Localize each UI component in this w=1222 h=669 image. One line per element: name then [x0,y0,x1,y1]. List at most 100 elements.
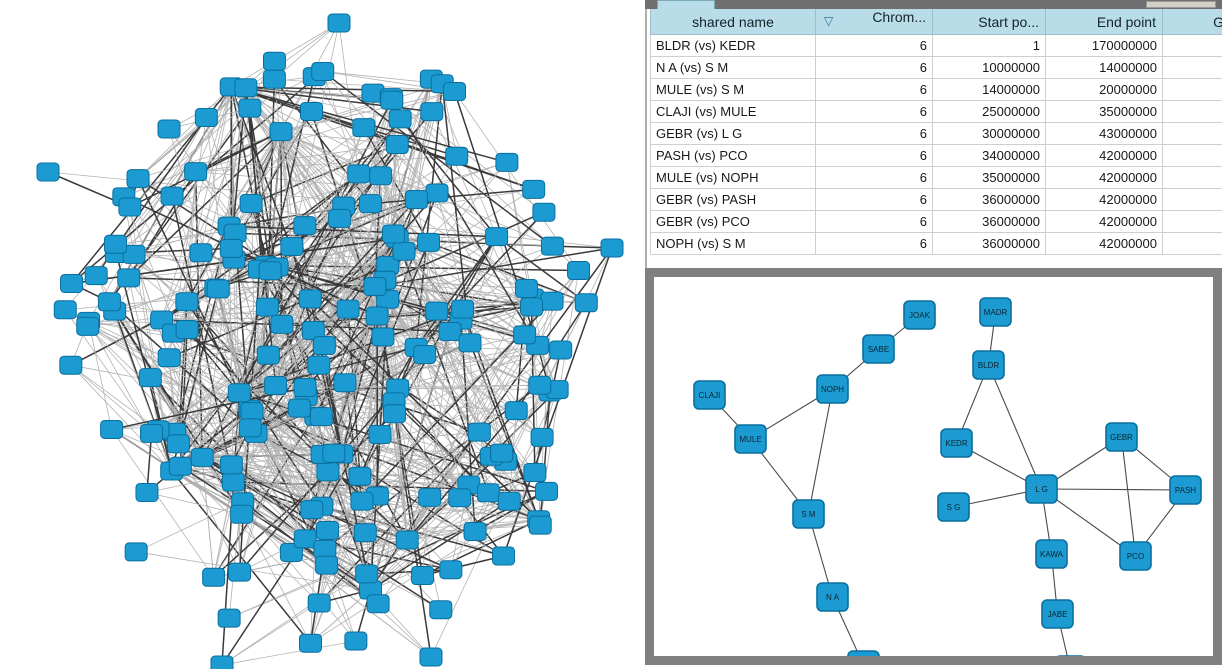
network-edge[interactable] [534,349,562,473]
network-node[interactable] [485,227,509,247]
network-node[interactable] [366,594,390,614]
network-edge[interactable] [195,86,232,172]
network-node[interactable] [352,118,376,138]
network-edge[interactable] [136,551,371,591]
network-node[interactable] [53,300,77,320]
network-edge[interactable] [180,238,398,467]
network-edge[interactable] [370,331,451,591]
network-edge[interactable] [157,250,405,431]
network-node[interactable] [315,520,339,540]
network-edge[interactable] [146,492,242,515]
sparse-network-nodes[interactable]: CLAJI MULE NOPH SABE JOAK S M N A MIWE MADR BLDR K… [693,297,1202,656]
network-edge[interactable] [1041,488,1186,491]
network-edge[interactable] [241,514,311,644]
network-edge[interactable] [291,552,432,658]
network-edge[interactable] [274,22,340,80]
network-node-sabe[interactable]: SABE [862,334,895,364]
network-node[interactable] [333,373,357,393]
network-edge[interactable] [390,97,539,346]
network-edge[interactable] [370,519,539,591]
network-node-bldr[interactable]: BLDR [972,350,1005,380]
network-edge[interactable] [281,306,532,326]
network-edge[interactable] [270,270,561,351]
network-edge[interactable] [415,236,498,348]
network-edge[interactable] [416,199,438,312]
network-node[interactable] [194,107,218,127]
network-edge[interactable] [310,589,371,644]
network-edge[interactable] [186,328,240,394]
network-edge[interactable] [341,242,430,455]
network-node[interactable] [175,292,199,312]
network-edge[interactable] [195,144,398,173]
network-edge[interactable] [70,364,152,434]
network-node[interactable] [238,98,262,118]
network-edge[interactable] [201,457,215,578]
network-edge[interactable] [70,364,172,472]
network-node[interactable] [307,593,331,613]
network-edge[interactable] [231,86,438,194]
network-node[interactable] [300,500,324,520]
network-node[interactable] [358,194,382,214]
network-node[interactable] [175,319,199,339]
network-edge[interactable] [374,211,545,288]
network-node[interactable] [404,190,428,210]
network-edge[interactable] [322,70,553,247]
network-edge[interactable] [245,87,429,243]
network-edge[interactable] [255,131,282,434]
table-scroll-area[interactable]: shared name ▽ Chrom... Start po... End po… [645,9,1222,268]
network-node[interactable] [219,238,243,258]
network-node[interactable] [100,419,124,439]
network-node[interactable] [530,427,554,447]
network-edge[interactable] [321,319,462,417]
network-edge[interactable] [1120,436,1137,557]
column-header-genetic[interactable]: Genetic... [1162,9,1222,35]
network-node[interactable] [528,515,552,535]
network-node[interactable] [124,542,148,562]
network-edge[interactable] [178,443,371,591]
network-edge[interactable] [428,242,532,308]
network-node[interactable] [448,488,472,508]
network-node[interactable] [140,423,164,443]
network-edge[interactable] [88,321,113,430]
network-node-sg[interactable]: S G [937,492,970,522]
table-row[interactable]: CLAJI (vs) MULE625000000350000005.9 [650,100,1222,123]
network-node[interactable] [135,482,159,502]
network-node-kedr[interactable]: KEDR [940,428,973,458]
network-node[interactable] [316,462,340,482]
network-node[interactable] [497,491,521,511]
network-node[interactable] [280,236,304,256]
network-edge[interactable] [304,225,543,438]
network-node[interactable] [234,78,258,98]
network-node[interactable] [157,348,181,368]
network-node[interactable] [322,443,346,463]
table-row[interactable]: MULE (vs) S M614000000200000007.5 [650,78,1222,101]
network-node[interactable] [293,529,317,549]
network-node[interactable] [117,268,141,288]
network-node[interactable] [418,487,442,507]
network-edge[interactable] [88,321,173,472]
network-node-noph[interactable]: NOPH [816,374,849,404]
network-node[interactable] [287,398,311,418]
network-node[interactable] [411,566,435,586]
network-edge[interactable] [221,640,356,666]
active-tab-fragment[interactable] [657,0,715,9]
network-edge[interactable] [309,298,540,521]
network-edge[interactable] [370,161,508,205]
table-row[interactable]: GEBR (vs) PASH636000000420000008.9 [650,188,1222,211]
column-header-start-point[interactable]: Start po... [932,9,1046,35]
table-row[interactable]: NOPH (vs) S M636000000420000009.9 [650,232,1222,255]
network-node[interactable] [514,278,538,298]
network-node-na[interactable]: N A [816,582,849,612]
network-edge[interactable] [111,429,214,578]
network-edge[interactable] [255,432,506,462]
network-edge[interactable] [987,364,1043,490]
network-edge[interactable] [496,236,587,304]
network-node[interactable] [413,344,437,364]
network-edge[interactable] [251,411,469,486]
network-edge[interactable] [379,434,470,486]
network-edge[interactable] [361,500,539,521]
network-edge[interactable] [539,391,551,526]
network-node-gebr[interactable]: GEBR [1105,422,1138,452]
network-edge[interactable] [397,344,538,389]
network-edge[interactable] [474,490,547,533]
